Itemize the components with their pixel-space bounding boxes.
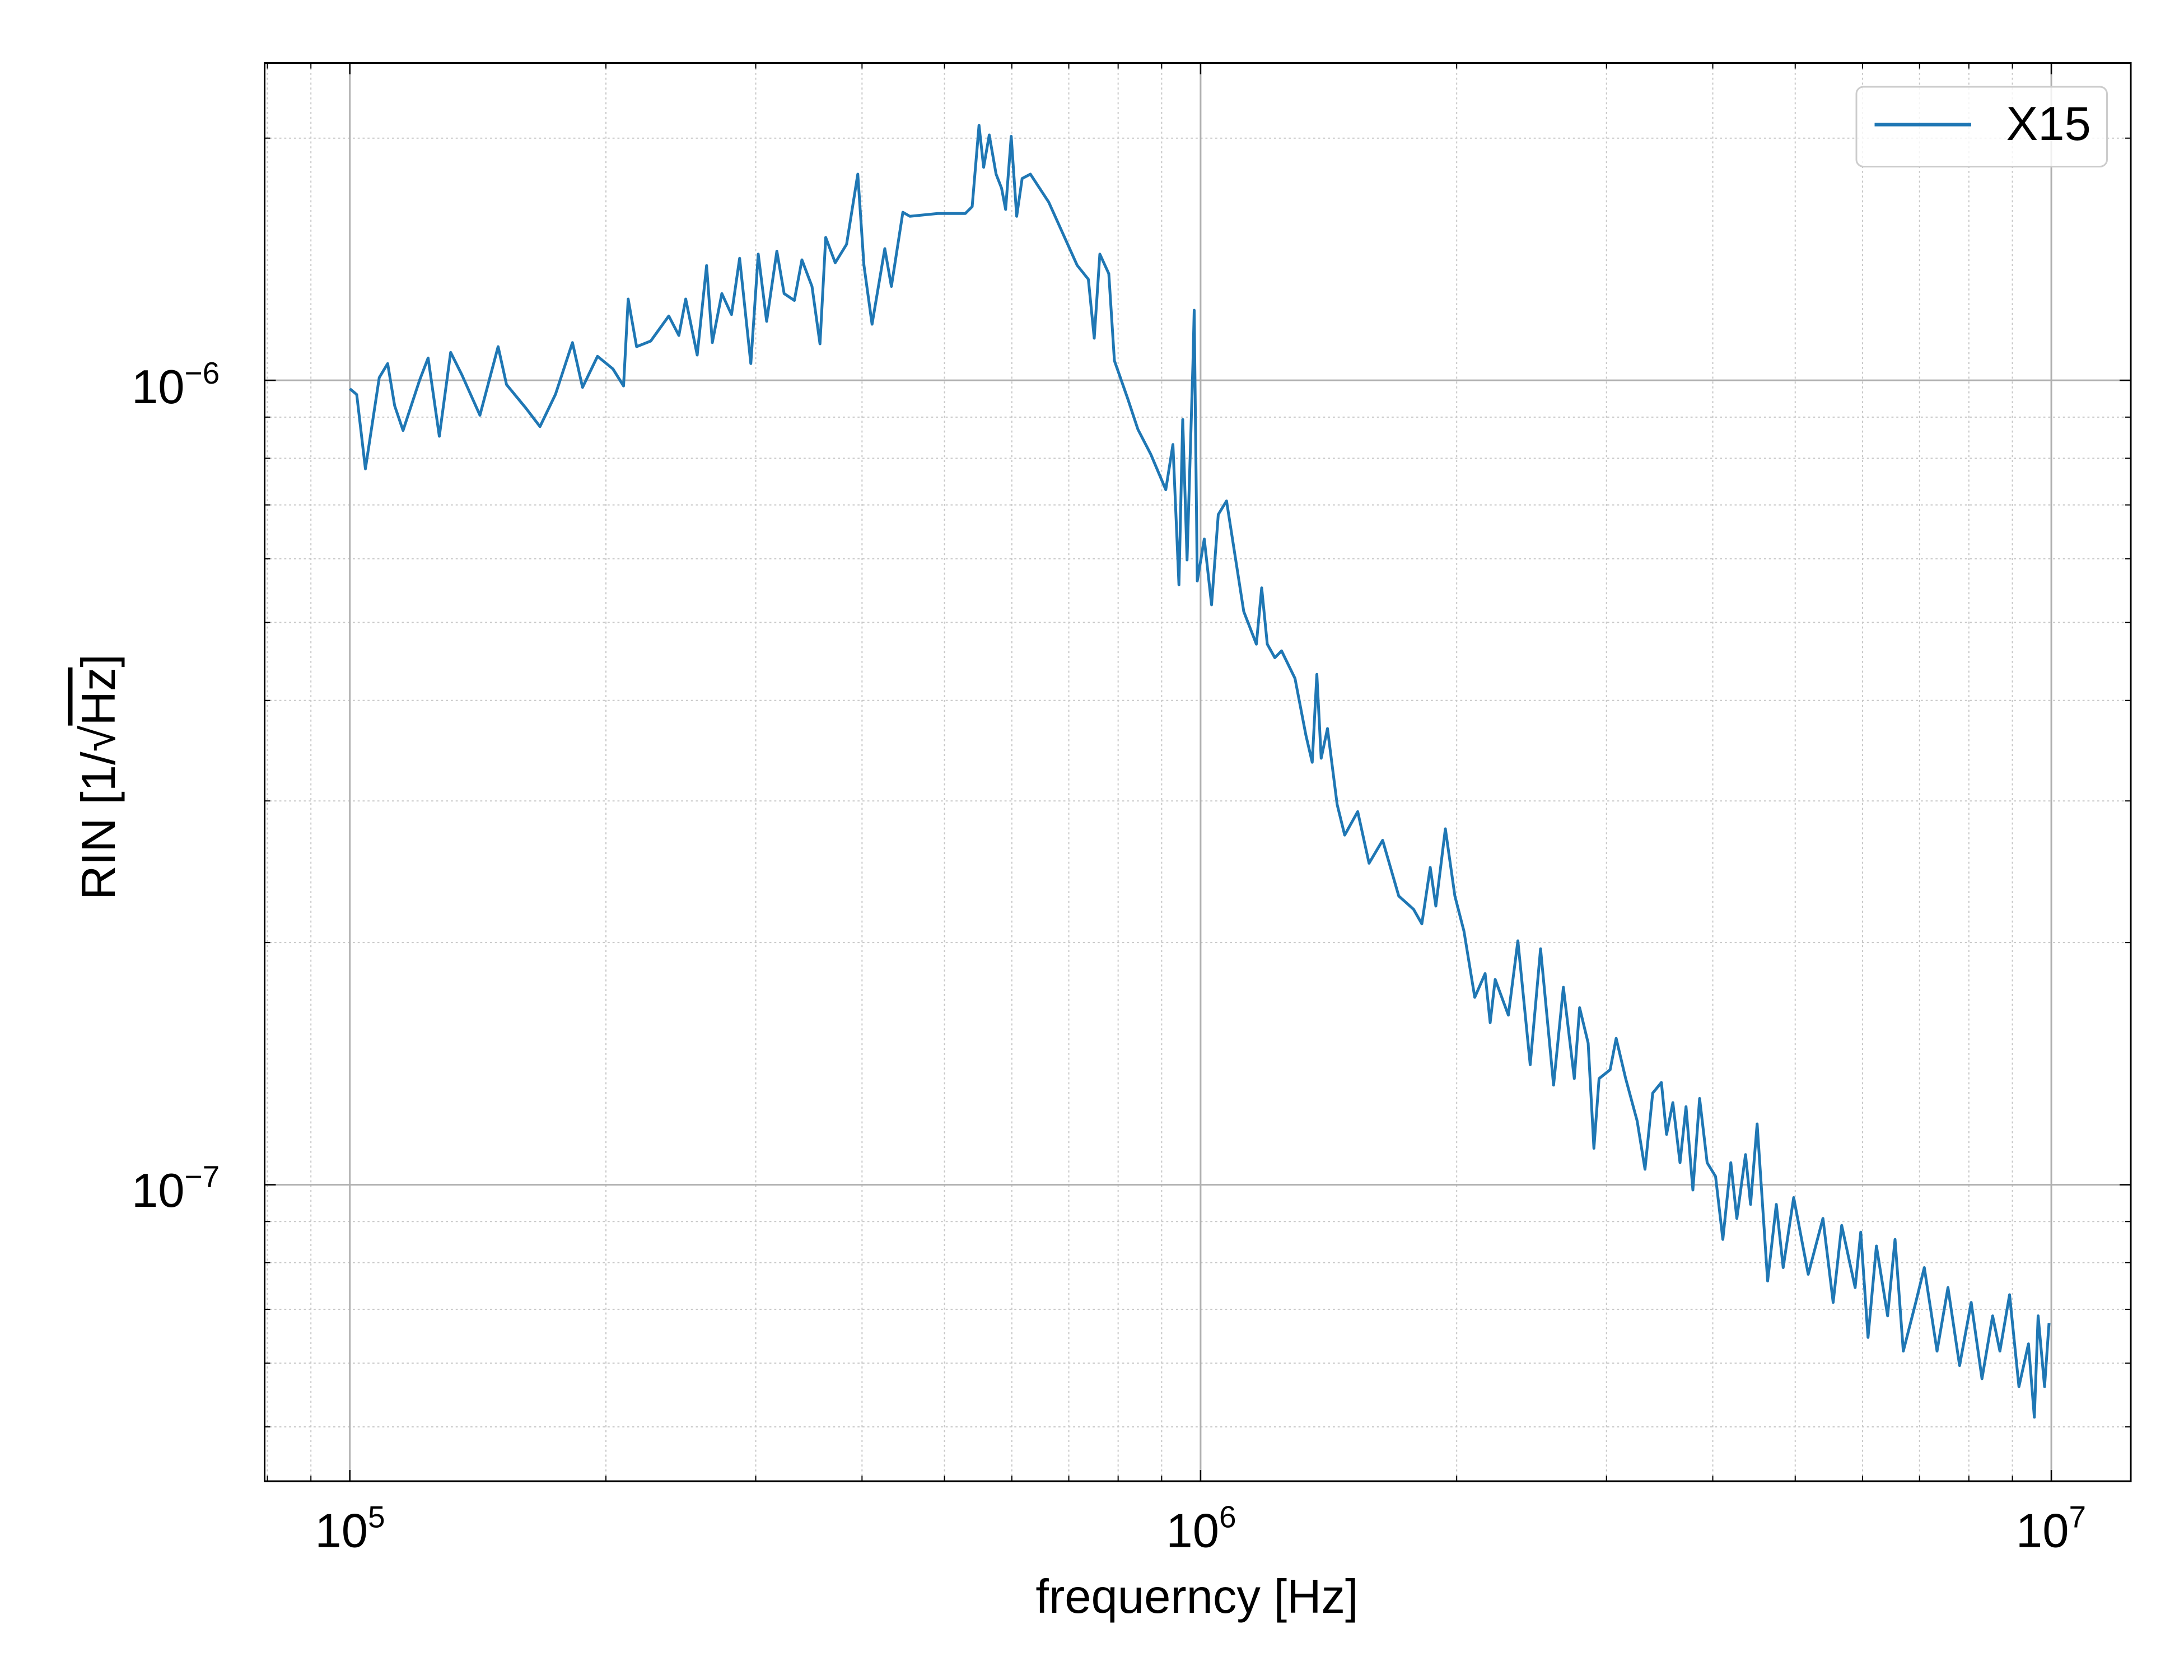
major-grid — [264, 63, 2131, 1481]
y-axis-label: RIN [1/√Hz] — [72, 654, 125, 900]
legend-label: X15 — [2006, 97, 2091, 151]
legend: X15 — [1855, 86, 2108, 167]
y-tick-label: 10−6 — [132, 356, 220, 414]
x-tick-label: 107 — [2016, 1500, 2086, 1558]
series-line-x15 — [349, 124, 2051, 1419]
plot-frame — [264, 62, 2132, 1482]
x-axis-label: frequerncy [Hz] — [1035, 1570, 1358, 1623]
x-tick-label: 106 — [1166, 1500, 1236, 1558]
minor-grid — [264, 63, 2131, 1481]
sqrt-symbol: √ — [72, 725, 125, 752]
y-tick-label: 10−7 — [132, 1159, 220, 1217]
tick-marks — [264, 63, 2131, 1481]
series-layer — [349, 124, 2051, 1419]
x-tick-label: 105 — [315, 1500, 385, 1558]
